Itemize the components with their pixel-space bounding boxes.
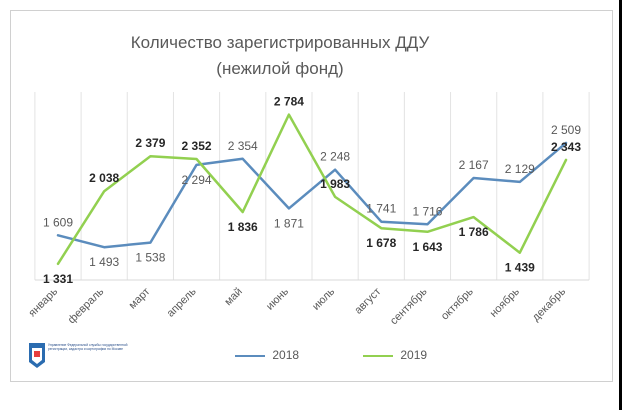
x-tick-label: август <box>352 286 383 317</box>
x-tick-label: июль <box>310 285 337 312</box>
data-label: 2 167 <box>459 158 489 172</box>
data-label: 1 983 <box>320 177 350 191</box>
data-label: 2 509 <box>551 123 581 137</box>
data-label: 1 741 <box>366 202 396 216</box>
x-tick-label: декабрь <box>530 285 568 323</box>
data-label: 1 643 <box>412 240 442 254</box>
x-tick-label: май <box>222 286 245 309</box>
data-label: 2 352 <box>182 139 212 153</box>
data-label: 1 836 <box>228 220 258 234</box>
x-tick-label: октябрь <box>439 285 476 322</box>
chart-title: Количество зарегистрированных ДДУ (нежил… <box>10 30 550 82</box>
legend-swatch <box>235 354 265 357</box>
legend-label: 2018 <box>272 348 300 362</box>
legend-item-2019: 2019 <box>363 348 427 362</box>
data-label: 2 248 <box>320 150 350 164</box>
data-label: 2 129 <box>505 162 535 176</box>
legend-swatch <box>363 354 393 357</box>
data-label: 2 379 <box>135 136 165 150</box>
data-label: 1 538 <box>135 251 165 265</box>
rosreestr-emblem-icon <box>29 343 45 368</box>
data-label: 2 294 <box>182 173 212 187</box>
data-label: 1 331 <box>43 272 73 286</box>
data-label: 1 678 <box>366 236 396 250</box>
x-tick-label: февраль <box>66 285 107 326</box>
x-tick-label: март <box>127 286 153 312</box>
logo-caption: Управление Федеральной службы государств… <box>48 343 128 352</box>
data-label: 1 609 <box>43 215 73 229</box>
chart-subtitle-text: (нежилой фонд) <box>216 59 344 78</box>
x-tick-label: сентябрь <box>388 285 430 327</box>
logo: Управление Федеральной службы государств… <box>26 340 127 370</box>
grid-lines <box>34 92 590 281</box>
legend-label: 2019 <box>400 348 428 362</box>
data-label: 1 716 <box>412 204 442 218</box>
series-line-2018 <box>56 141 568 249</box>
legend-item-2018: 2018 <box>235 348 299 362</box>
data-label: 2 343 <box>551 140 581 154</box>
x-tick-labels: январь февраль март апрель май июнь июль август… <box>26 285 568 327</box>
series-line-2019 <box>56 113 568 266</box>
x-tick-label: январь <box>26 285 60 319</box>
series-lines <box>56 113 568 266</box>
window-edge <box>619 0 622 410</box>
data-label: 1 786 <box>459 225 489 239</box>
data-label: 1 439 <box>505 261 535 275</box>
data-label: 1 871 <box>274 216 304 230</box>
data-label: 1 493 <box>89 255 119 269</box>
chart-title-text: Количество зарегистрированных ДДУ <box>130 33 430 52</box>
x-tick-label: ноябрь <box>488 285 522 319</box>
x-tick-label: июнь <box>264 285 291 312</box>
data-label: 2 354 <box>228 139 258 153</box>
x-tick-label: апрель <box>165 285 199 319</box>
data-label: 2 038 <box>89 171 119 185</box>
data-label: 2 784 <box>274 95 304 109</box>
data-labels: 1 609 1 493 1 538 2 294 2 354 1 871 2 248 1 741… <box>43 95 581 286</box>
